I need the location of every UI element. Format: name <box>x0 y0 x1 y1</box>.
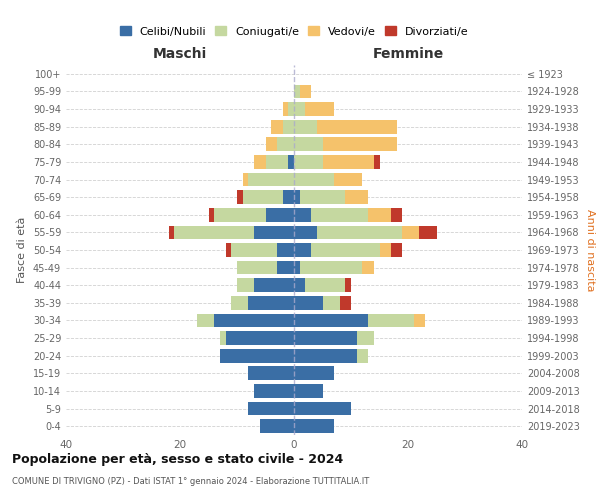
Bar <box>305 278 346 292</box>
Y-axis label: Fasce di età: Fasce di età <box>17 217 27 283</box>
Bar <box>248 402 294 415</box>
Bar <box>232 296 248 310</box>
Bar <box>294 402 351 415</box>
Bar <box>289 155 294 169</box>
Bar <box>317 120 397 134</box>
Bar <box>294 102 305 116</box>
Bar <box>356 349 368 362</box>
Bar <box>237 278 254 292</box>
Bar <box>232 243 277 257</box>
Bar <box>294 172 334 186</box>
Bar <box>294 138 323 151</box>
Bar <box>294 190 300 204</box>
Bar <box>403 226 419 239</box>
Bar <box>294 260 300 274</box>
Bar <box>283 120 294 134</box>
Bar <box>374 155 380 169</box>
Bar <box>271 120 283 134</box>
Bar <box>340 296 351 310</box>
Bar <box>265 155 289 169</box>
Bar <box>414 314 425 328</box>
Bar <box>214 314 294 328</box>
Bar <box>356 331 374 345</box>
Bar <box>311 208 368 222</box>
Bar <box>248 296 294 310</box>
Bar <box>197 314 214 328</box>
Bar <box>323 296 340 310</box>
Bar <box>368 208 391 222</box>
Bar <box>294 314 368 328</box>
Bar <box>169 226 175 239</box>
Bar <box>300 260 362 274</box>
Bar <box>277 243 294 257</box>
Bar <box>346 190 368 204</box>
Bar <box>294 226 317 239</box>
Bar <box>323 155 374 169</box>
Bar <box>243 172 248 186</box>
Bar <box>254 384 294 398</box>
Bar <box>391 208 402 222</box>
Bar <box>294 420 334 433</box>
Bar <box>294 208 311 222</box>
Bar <box>294 296 323 310</box>
Bar <box>294 366 334 380</box>
Bar <box>209 208 214 222</box>
Bar <box>277 138 294 151</box>
Bar <box>294 331 356 345</box>
Text: Femmine: Femmine <box>373 48 443 62</box>
Bar <box>380 243 391 257</box>
Bar <box>265 208 294 222</box>
Bar <box>237 260 277 274</box>
Bar <box>419 226 437 239</box>
Text: Popolazione per età, sesso e stato civile - 2024: Popolazione per età, sesso e stato civil… <box>12 452 343 466</box>
Bar <box>254 155 265 169</box>
Bar <box>226 243 232 257</box>
Bar <box>300 84 311 98</box>
Bar <box>289 102 294 116</box>
Text: Maschi: Maschi <box>153 48 207 62</box>
Bar <box>294 384 323 398</box>
Y-axis label: Anni di nascita: Anni di nascita <box>585 209 595 291</box>
Bar <box>254 278 294 292</box>
Bar <box>294 155 323 169</box>
Bar <box>214 208 265 222</box>
Bar <box>265 138 277 151</box>
Bar <box>311 243 380 257</box>
Bar <box>248 366 294 380</box>
Bar <box>283 102 289 116</box>
Bar <box>254 226 294 239</box>
Bar <box>248 172 294 186</box>
Bar <box>220 331 226 345</box>
Bar <box>260 420 294 433</box>
Bar <box>368 314 414 328</box>
Bar <box>237 190 242 204</box>
Bar <box>317 226 403 239</box>
Legend: Celibi/Nubili, Coniugati/e, Vedovi/e, Divorziati/e: Celibi/Nubili, Coniugati/e, Vedovi/e, Di… <box>119 26 469 36</box>
Bar <box>294 349 356 362</box>
Bar <box>283 190 294 204</box>
Bar <box>391 243 402 257</box>
Bar <box>294 84 300 98</box>
Bar <box>175 226 254 239</box>
Bar <box>277 260 294 274</box>
Text: COMUNE DI TRIVIGNO (PZ) - Dati ISTAT 1° gennaio 2024 - Elaborazione TUTTITALIA.I: COMUNE DI TRIVIGNO (PZ) - Dati ISTAT 1° … <box>12 478 369 486</box>
Bar <box>334 172 362 186</box>
Bar <box>294 278 305 292</box>
Bar <box>362 260 374 274</box>
Bar <box>243 190 283 204</box>
Bar <box>226 331 294 345</box>
Bar <box>294 120 317 134</box>
Bar <box>305 102 334 116</box>
Bar <box>294 243 311 257</box>
Bar <box>323 138 397 151</box>
Bar <box>346 278 351 292</box>
Bar <box>300 190 346 204</box>
Bar <box>220 349 294 362</box>
